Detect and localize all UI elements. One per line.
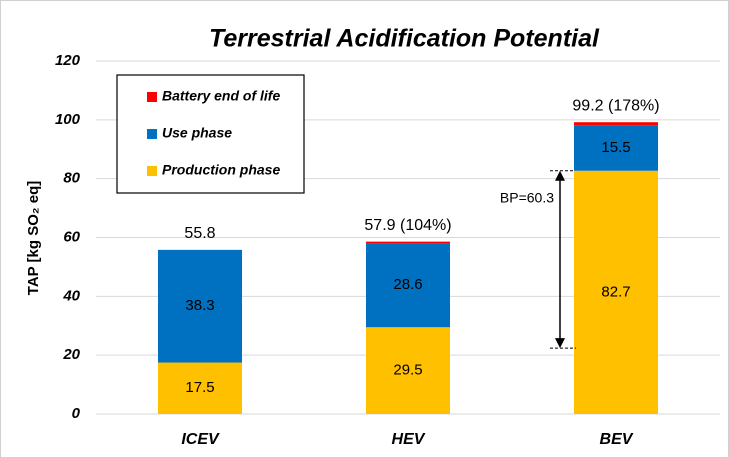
y-tick-label: 120: [55, 52, 81, 69]
y-tick-label: 80: [63, 170, 80, 187]
x-tick-label: BEV: [600, 431, 634, 448]
bar-segment: [158, 249, 242, 363]
segment-label: 29.5: [393, 362, 422, 379]
y-tick-label: 100: [55, 111, 81, 128]
legend-swatch: [147, 92, 157, 102]
x-tick-label: ICEV: [181, 431, 220, 448]
segment-label: 17.5: [185, 379, 214, 396]
segment-label: 15.5: [601, 139, 630, 156]
segment-label: 28.6: [393, 276, 422, 293]
legend-label: Production phase: [162, 162, 280, 178]
bp-arrowhead: [555, 338, 565, 349]
total-label: 55.8: [184, 225, 215, 242]
segment-label: 38.3: [185, 297, 214, 314]
y-tick-label: 0: [72, 405, 81, 422]
bar-segment: [158, 362, 242, 414]
y-axis-label: TAP [kg SO₂ eq]: [25, 181, 42, 295]
bp-arrowhead: [555, 170, 565, 181]
chart-title: Terrestrial Acidification Potential: [209, 25, 600, 53]
total-label: 57.9 (104%): [364, 217, 451, 234]
segment-label: 82.7: [601, 283, 630, 300]
legend-label: Battery end of life: [162, 88, 280, 104]
x-tick-label: HEV: [392, 431, 426, 448]
y-tick-label: 20: [62, 346, 80, 363]
bar-segment: [574, 125, 658, 171]
y-tick-label: 60: [63, 228, 80, 245]
legend-swatch: [147, 129, 157, 139]
bar-segment: [574, 122, 658, 126]
bar-segment: [366, 241, 450, 244]
bar-segment: [366, 243, 450, 328]
bp-label: BP=60.3: [500, 189, 554, 205]
total-label: 99.2 (178%): [572, 97, 659, 114]
y-tick-label: 40: [62, 287, 80, 304]
bar-segment: [574, 170, 658, 414]
bar-segment: [366, 327, 450, 414]
legend-label: Use phase: [162, 125, 232, 141]
legend-swatch: [147, 166, 157, 176]
